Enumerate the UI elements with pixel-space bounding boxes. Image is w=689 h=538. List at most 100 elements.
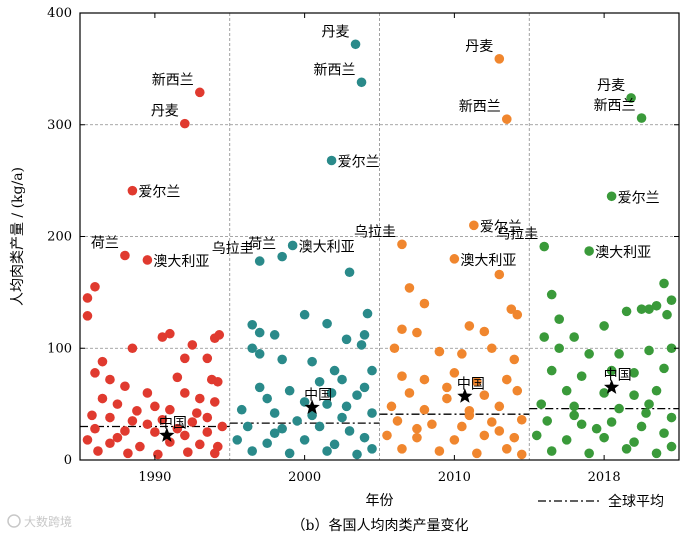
country-label: 丹麦 <box>465 39 493 55</box>
data-point <box>651 448 662 459</box>
data-point <box>434 346 445 357</box>
data-point <box>546 289 557 300</box>
data-point <box>299 309 310 320</box>
data-point <box>150 401 160 412</box>
x-tick-label: 1990 <box>138 470 171 485</box>
data-point <box>636 421 647 432</box>
named-data-point <box>469 220 479 231</box>
data-point <box>599 321 609 331</box>
data-point <box>641 408 651 418</box>
country-label: 爱尔兰 <box>338 155 380 171</box>
china-label: 中国 <box>304 387 332 403</box>
data-point <box>87 410 97 421</box>
y-tick-label: 200 <box>47 230 72 245</box>
named-data-point <box>356 77 367 88</box>
data-point <box>195 393 205 404</box>
data-point <box>362 308 373 319</box>
named-data-point <box>120 250 130 261</box>
country-label: 新西兰 <box>152 72 194 88</box>
data-point <box>217 421 228 432</box>
country-label: 丹麦 <box>322 24 350 40</box>
data-point <box>546 446 557 456</box>
named-data-point <box>584 246 594 256</box>
data-point <box>322 446 332 456</box>
data-point <box>404 388 415 398</box>
data-point <box>427 419 437 430</box>
data-point <box>434 446 445 456</box>
data-point <box>512 309 523 320</box>
data-point <box>209 448 220 459</box>
data-point <box>356 340 367 350</box>
data-point <box>150 427 160 437</box>
data-point <box>412 327 422 338</box>
data-point <box>397 324 407 335</box>
data-point <box>554 343 564 354</box>
data-point <box>254 327 265 338</box>
data-point <box>153 449 163 460</box>
data-point <box>180 430 190 441</box>
data-point <box>123 448 133 459</box>
data-point <box>516 414 527 425</box>
data-point <box>180 388 190 398</box>
country-label: 爱尔兰 <box>480 219 522 235</box>
data-point <box>344 426 355 436</box>
data-point <box>90 368 100 378</box>
data-point <box>644 304 654 314</box>
data-point <box>584 349 594 359</box>
data-point <box>442 393 452 404</box>
country-label: 丹麦 <box>597 78 625 94</box>
data-point <box>554 314 564 324</box>
data-point <box>457 421 467 432</box>
data-point <box>509 432 520 443</box>
data-point <box>419 298 430 309</box>
data-point <box>449 435 460 445</box>
data-point <box>561 385 572 396</box>
data-point <box>367 408 377 418</box>
data-point <box>183 447 193 457</box>
data-point <box>202 353 213 364</box>
data-point <box>412 432 422 443</box>
data-point <box>501 374 512 385</box>
country-label: 澳大利亚 <box>299 239 355 255</box>
data-point <box>472 376 482 387</box>
data-point <box>629 368 639 378</box>
data-point <box>457 349 467 359</box>
data-point <box>105 438 115 449</box>
named-data-point <box>180 118 190 129</box>
data-point <box>382 430 392 441</box>
data-point <box>262 438 272 449</box>
data-point <box>359 432 370 443</box>
figure-caption: （b）各国人均肉类产量变化 <box>292 518 469 534</box>
y-axis-label: 人均肉类产量 / (kg/a) <box>10 167 26 306</box>
country-label: 新西兰 <box>459 99 501 115</box>
named-data-point <box>397 239 407 250</box>
country-label: 爱尔兰 <box>138 185 180 201</box>
data-point <box>542 416 553 426</box>
data-point <box>464 410 475 421</box>
named-data-point <box>626 93 636 103</box>
country-label: 新西兰 <box>314 62 356 78</box>
named-data-point <box>539 241 550 252</box>
data-point <box>82 435 93 445</box>
data-point <box>506 304 517 314</box>
data-point <box>262 393 272 404</box>
data-point <box>120 426 130 436</box>
x-tick-label: 2018 <box>588 470 621 485</box>
data-point <box>606 417 617 427</box>
data-points-layer <box>82 39 677 460</box>
data-point <box>307 356 317 367</box>
data-point <box>112 432 123 443</box>
data-point <box>90 423 100 434</box>
named-data-point <box>449 254 460 264</box>
data-point <box>569 332 579 342</box>
data-point <box>187 417 198 427</box>
china-star-icon <box>457 388 473 403</box>
country-label: 乌拉圭 <box>212 241 254 257</box>
data-point <box>202 427 213 437</box>
data-point <box>367 444 377 454</box>
data-point <box>341 334 352 345</box>
data-point <box>236 404 247 415</box>
data-point <box>659 278 669 289</box>
data-point <box>269 408 280 418</box>
data-point <box>584 448 594 459</box>
